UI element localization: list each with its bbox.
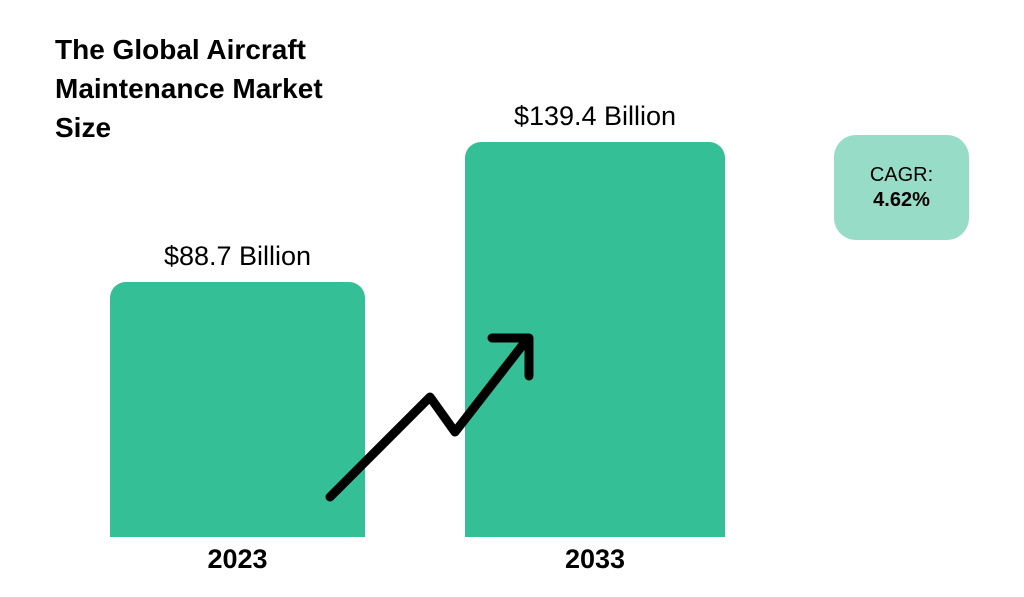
bar-2033-year-label: 2033 — [565, 544, 625, 575]
bar-2023-year-label: 2023 — [207, 544, 267, 575]
bar-2033-value-label: $139.4 Billion — [514, 101, 676, 132]
cagr-label: CAGR: — [870, 164, 933, 187]
chart-area: $88.7 Billion 2023 $139.4 Billion 2033 — [110, 97, 810, 537]
cagr-badge: CAGR: 4.62% — [834, 135, 969, 240]
bar-2023-value-label: $88.7 Billion — [164, 241, 311, 272]
cagr-value: 4.62% — [873, 189, 930, 212]
growth-arrow-icon — [315, 302, 555, 522]
